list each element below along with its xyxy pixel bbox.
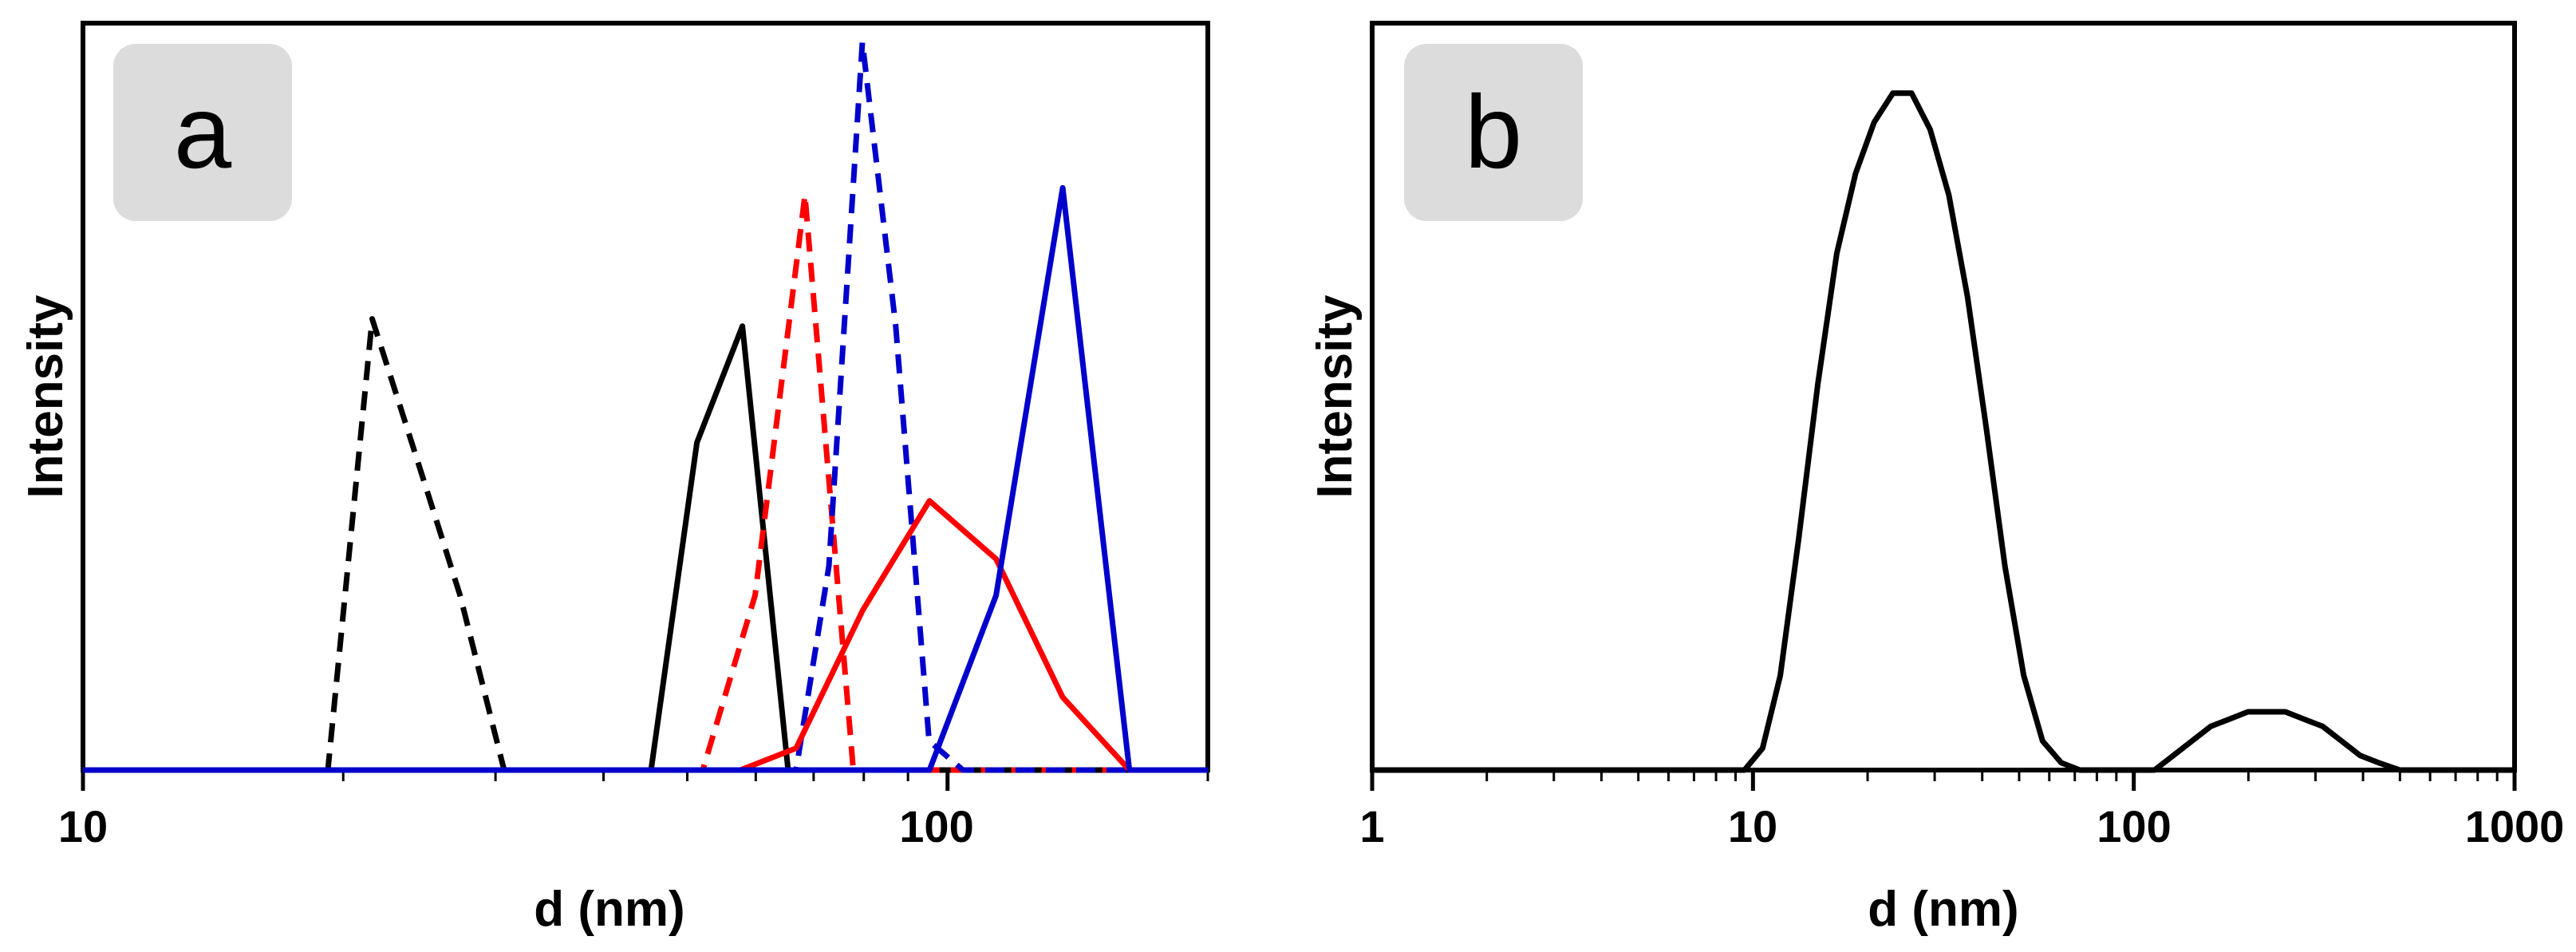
panel-b-letter: b [1465, 73, 1522, 190]
panel-a-series-red-dashed [83, 192, 1208, 773]
panel-a-series-black-dashed [83, 316, 1208, 773]
panel-a-series-red-solid [83, 498, 1208, 773]
panel-b-tick-label-100: 100 [2097, 801, 2171, 851]
panel-a-x-ticks [81, 770, 1209, 791]
panel-b-tick-label-1000: 1000 [2465, 801, 2565, 851]
panel-b-series [1372, 90, 2515, 773]
panel-a-series [83, 39, 1208, 773]
panel-b-series-black-solid [1372, 90, 2515, 773]
panel-a-x-axis-label: d (nm) [534, 882, 684, 937]
panel-a-letter-box [113, 44, 292, 221]
panel-b-plot-frame [1370, 21, 2517, 772]
panel-a-series-black-solid [83, 323, 1208, 773]
panel-a-series-blue-dashed [83, 39, 1208, 773]
panel-a-tick-label-100: 100 [899, 801, 973, 851]
panel-b-letter-box [1404, 44, 1583, 221]
panel-b-tick-label-10: 10 [1728, 801, 1777, 851]
panel-b-tick-label-1: 1 [1359, 801, 1384, 851]
panel-a-tick-label-10: 10 [58, 801, 108, 851]
panel-b-x-axis-label: d (nm) [1868, 882, 2018, 937]
panel-b-y-axis-label: Intensity [1308, 294, 1363, 498]
panel-b-x-ticks [1370, 770, 2517, 791]
panel-b: b 1 10 100 1000 d (nm) Intensity [1308, 21, 2565, 937]
panel-a-y-axis-label: Intensity [18, 294, 73, 498]
panel-a-series-blue-solid [83, 184, 1208, 773]
panel-a: a 10 100 d (nm) Intensity [18, 21, 1210, 937]
panel-a-letter: a [174, 73, 232, 190]
